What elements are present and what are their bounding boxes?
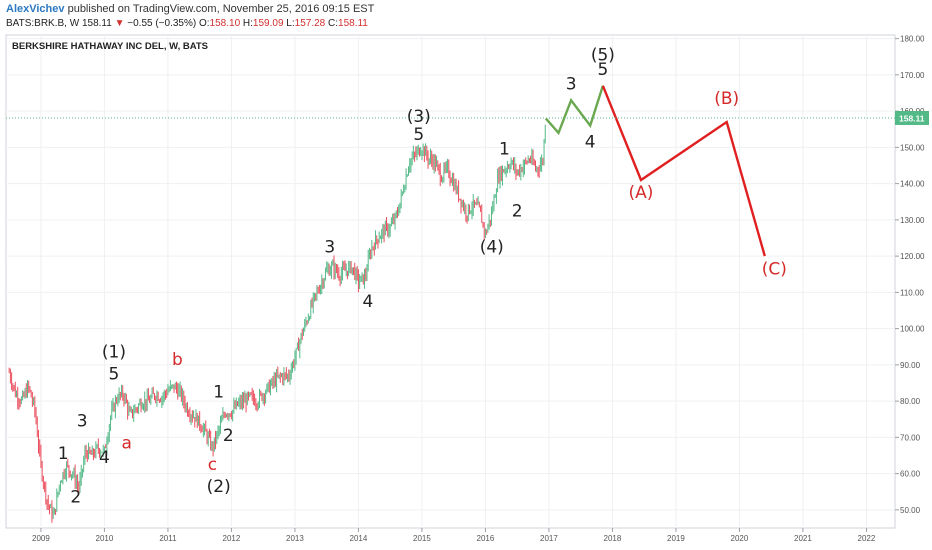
wave-label: 1 bbox=[58, 444, 69, 464]
wave-label: 4 bbox=[363, 292, 374, 312]
y-tick-label: 110.00 bbox=[900, 288, 924, 297]
publish-text: published on TradingView.com, November 2… bbox=[67, 3, 375, 15]
open-value: 158.10 bbox=[209, 18, 241, 29]
y-tick-label: 120.00 bbox=[900, 252, 925, 261]
wave-label: (2) bbox=[207, 477, 231, 497]
y-tick-label: 50.00 bbox=[900, 506, 921, 515]
wave-label: 3 bbox=[77, 412, 88, 432]
wave-label: (5) bbox=[591, 45, 615, 65]
y-tick-label: 60.00 bbox=[900, 470, 921, 479]
price-bars bbox=[8, 124, 546, 523]
down-arrow-icon: ▼ bbox=[114, 18, 125, 29]
y-tick-label: 150.00 bbox=[900, 143, 925, 152]
wave-label: 1 bbox=[213, 383, 224, 403]
x-tick-label: 2014 bbox=[350, 534, 368, 543]
publish-info: AlexVichev published on TradingView.com,… bbox=[6, 3, 374, 15]
wave-label: 3 bbox=[566, 74, 577, 94]
x-tick-label: 2011 bbox=[159, 534, 177, 543]
y-tick-label: 170.00 bbox=[900, 71, 925, 80]
x-tick-label: 2012 bbox=[223, 534, 241, 543]
wave-label: 2 bbox=[512, 201, 523, 221]
low-label: L: bbox=[286, 18, 295, 29]
x-tick-label: 2022 bbox=[858, 534, 876, 543]
wave-label: c bbox=[208, 455, 217, 475]
y-tick-label: 80.00 bbox=[900, 397, 921, 406]
y-tick-label: 90.00 bbox=[900, 361, 921, 370]
price-chart[interactable]: BERKSHIRE HATHAWAY INC DEL, W, BATS 1234… bbox=[0, 32, 932, 550]
x-tick-label: 2010 bbox=[96, 534, 114, 543]
x-tick-label: 2018 bbox=[604, 534, 622, 543]
wave-label: 3 bbox=[324, 238, 335, 258]
projection-lines bbox=[544, 85, 766, 257]
wave-label: (A) bbox=[629, 183, 654, 203]
wave-label: 4 bbox=[99, 448, 110, 468]
symbol-bar: BATS:BRK.B, W 158.11 ▼ −0.55 (−0.35%) O:… bbox=[6, 18, 368, 29]
y-tick-label: 70.00 bbox=[900, 433, 921, 442]
wave-label: (4) bbox=[480, 238, 504, 258]
x-tick-label: 2013 bbox=[286, 534, 304, 543]
correction-projection-line bbox=[601, 85, 766, 257]
last-price: 158.11 bbox=[81, 18, 112, 29]
x-tick-label: 2019 bbox=[667, 534, 685, 543]
x-axis: 2009 2010 2011 2012 2013 2014 2015 2016 2017 2018… bbox=[32, 528, 876, 543]
wave-label: (1) bbox=[102, 343, 126, 363]
wave-label: 4 bbox=[585, 132, 596, 152]
close-label: C: bbox=[328, 18, 339, 29]
wave-label: 1 bbox=[499, 140, 510, 160]
wave-label: 2 bbox=[70, 488, 81, 508]
wave-label: 5 bbox=[597, 60, 608, 80]
x-tick-label: 2017 bbox=[540, 534, 558, 543]
last-price-box bbox=[895, 110, 929, 125]
wave-label: 5 bbox=[413, 125, 424, 145]
symbol-label: BATS:BRK.B, W bbox=[6, 18, 80, 29]
x-tick-label: 2015 bbox=[413, 534, 431, 543]
wave-label: 5 bbox=[109, 364, 120, 384]
plot-frame bbox=[5, 34, 896, 529]
close-value: 158.11 bbox=[338, 18, 368, 29]
y-tick-label: 100.00 bbox=[900, 325, 925, 334]
last-price-tag-label: 158.11 bbox=[899, 113, 925, 123]
wave-label: a bbox=[121, 433, 131, 453]
wave-label: 2 bbox=[223, 426, 234, 446]
y-tick-label: 140.00 bbox=[900, 180, 925, 189]
wave-label: (B) bbox=[714, 89, 739, 109]
y-axis: 50.00 60.00 70.00 80.00 90.00 100.00 110.00 120… bbox=[895, 35, 925, 515]
high-label: H: bbox=[242, 18, 253, 29]
x-tick-label: 2020 bbox=[731, 534, 749, 543]
x-tick-label: 2021 bbox=[794, 534, 812, 543]
wave-label: b bbox=[172, 350, 183, 370]
x-tick-label: 2016 bbox=[477, 534, 495, 543]
author-link[interactable]: AlexVichev bbox=[6, 3, 65, 15]
x-grid bbox=[40, 35, 867, 528]
impulse-projection-line bbox=[544, 85, 605, 136]
wave-label: (3) bbox=[407, 107, 431, 127]
low-value: 157.28 bbox=[294, 18, 326, 29]
high-value: 159.09 bbox=[252, 18, 284, 29]
last-price-tag: 158.11 bbox=[6, 110, 929, 125]
x-tick-label: 2009 bbox=[32, 534, 50, 543]
open-label: O: bbox=[198, 18, 210, 29]
wave-labels: 12345(1)ab12c(2)345(3)12(4)345(5)(A)(B)(… bbox=[58, 45, 787, 507]
chart-title: BERKSHIRE HATHAWAY INC DEL, W, BATS bbox=[12, 41, 208, 52]
y-tick-label: 180.00 bbox=[900, 35, 925, 44]
y-grid bbox=[6, 38, 895, 511]
y-tick-label: 130.00 bbox=[900, 216, 925, 225]
price-change: −0.55 (−0.35%) bbox=[127, 18, 197, 29]
wave-label: (C) bbox=[762, 259, 787, 279]
